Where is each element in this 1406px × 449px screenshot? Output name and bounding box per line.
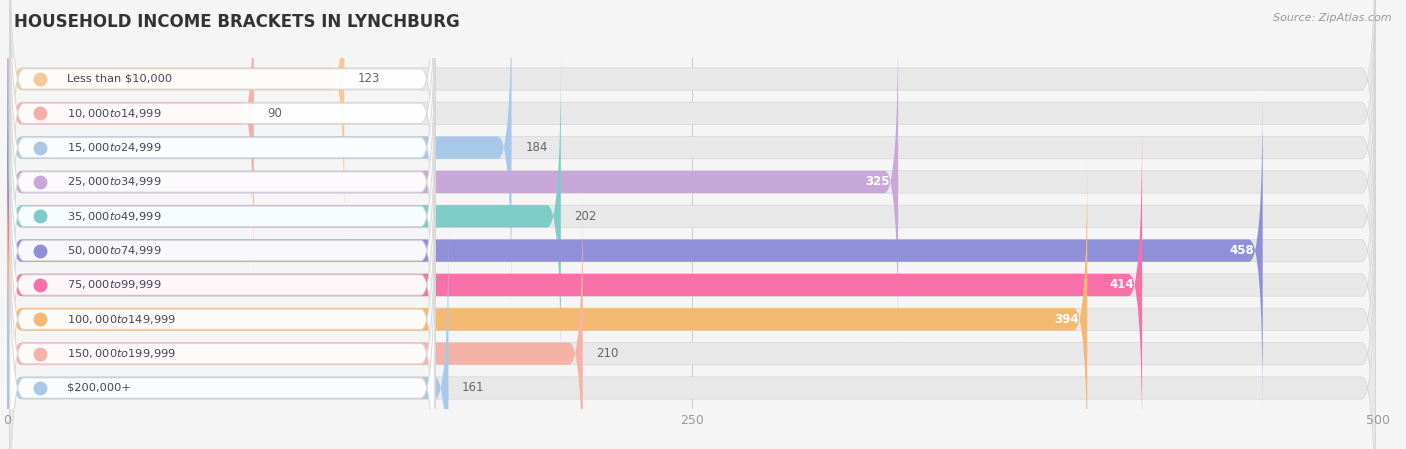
Text: $15,000 to $24,999: $15,000 to $24,999: [67, 141, 162, 154]
FancyBboxPatch shape: [7, 0, 512, 308]
Text: $75,000 to $99,999: $75,000 to $99,999: [67, 278, 162, 291]
Text: $25,000 to $34,999: $25,000 to $34,999: [67, 176, 162, 189]
FancyBboxPatch shape: [7, 0, 344, 239]
FancyBboxPatch shape: [10, 20, 434, 343]
FancyBboxPatch shape: [10, 89, 434, 412]
FancyBboxPatch shape: [10, 192, 434, 449]
FancyBboxPatch shape: [10, 0, 434, 275]
FancyBboxPatch shape: [10, 90, 1375, 411]
FancyBboxPatch shape: [10, 22, 1375, 343]
FancyBboxPatch shape: [10, 123, 434, 446]
FancyBboxPatch shape: [10, 56, 1375, 377]
Text: $50,000 to $74,999: $50,000 to $74,999: [67, 244, 162, 257]
FancyBboxPatch shape: [7, 56, 561, 377]
FancyBboxPatch shape: [10, 228, 1375, 449]
FancyBboxPatch shape: [10, 159, 1375, 449]
Text: 210: 210: [596, 347, 619, 360]
Text: $35,000 to $49,999: $35,000 to $49,999: [67, 210, 162, 223]
FancyBboxPatch shape: [10, 124, 1375, 445]
Text: $10,000 to $14,999: $10,000 to $14,999: [67, 107, 162, 120]
FancyBboxPatch shape: [7, 90, 1263, 411]
FancyBboxPatch shape: [10, 0, 1375, 308]
Text: 394: 394: [1054, 313, 1078, 326]
Text: $150,000 to $199,999: $150,000 to $199,999: [67, 347, 176, 360]
FancyBboxPatch shape: [10, 0, 1375, 239]
Text: 325: 325: [865, 176, 890, 189]
FancyBboxPatch shape: [7, 124, 1142, 445]
Text: 184: 184: [526, 141, 547, 154]
FancyBboxPatch shape: [10, 226, 434, 449]
Text: $200,000+: $200,000+: [67, 383, 131, 393]
FancyBboxPatch shape: [10, 0, 1375, 274]
FancyBboxPatch shape: [7, 0, 253, 274]
FancyBboxPatch shape: [7, 193, 582, 449]
Text: Less than $10,000: Less than $10,000: [67, 74, 173, 84]
Text: 458: 458: [1230, 244, 1254, 257]
Text: Source: ZipAtlas.com: Source: ZipAtlas.com: [1274, 13, 1392, 23]
Text: 202: 202: [575, 210, 598, 223]
Text: 90: 90: [267, 107, 283, 120]
Text: $100,000 to $149,999: $100,000 to $149,999: [67, 313, 176, 326]
FancyBboxPatch shape: [7, 159, 1087, 449]
FancyBboxPatch shape: [7, 22, 898, 343]
FancyBboxPatch shape: [10, 193, 1375, 449]
Text: HOUSEHOLD INCOME BRACKETS IN LYNCHBURG: HOUSEHOLD INCOME BRACKETS IN LYNCHBURG: [14, 13, 460, 31]
FancyBboxPatch shape: [10, 0, 434, 309]
Text: 161: 161: [463, 382, 485, 395]
FancyBboxPatch shape: [10, 0, 434, 241]
FancyBboxPatch shape: [10, 158, 434, 449]
FancyBboxPatch shape: [7, 228, 449, 449]
Text: 123: 123: [359, 72, 381, 85]
FancyBboxPatch shape: [10, 55, 434, 378]
Text: 414: 414: [1109, 278, 1133, 291]
